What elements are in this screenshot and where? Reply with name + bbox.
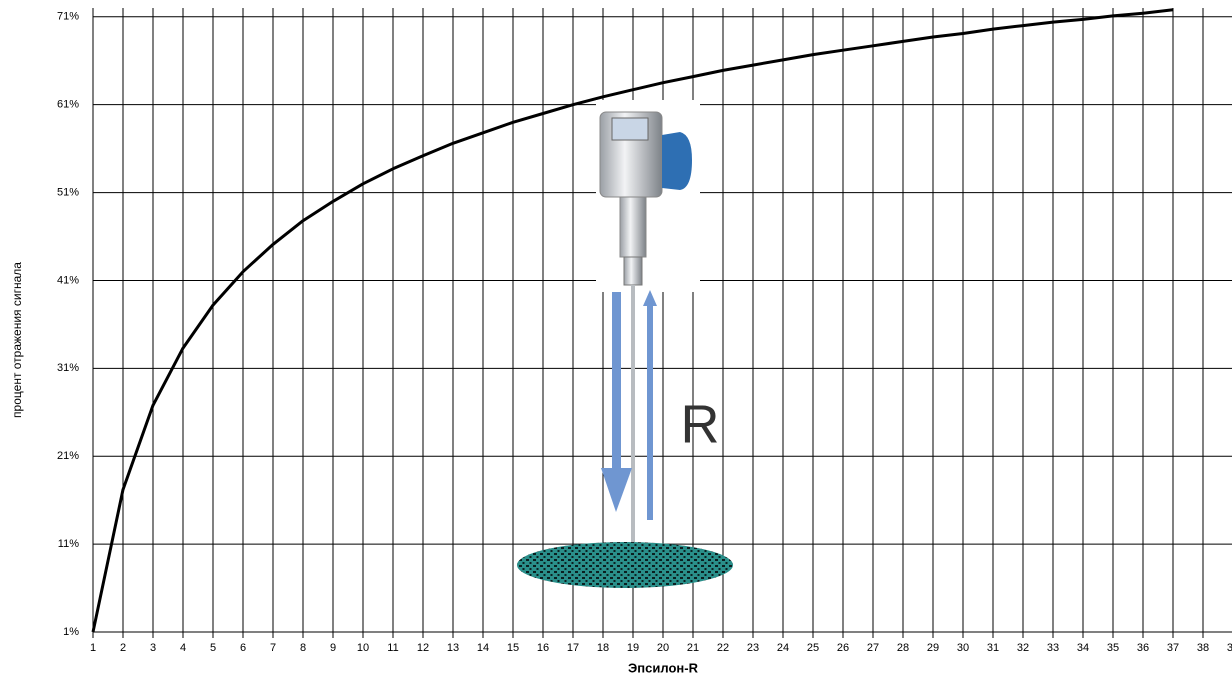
grid: 1%11%21%31%41%51%61%71%1 2 3 4 5 6 7 8 9 10 11 12 13… [57,8,1232,654]
sensor-thread [623,256,643,286]
sensor-display [611,117,649,141]
x-tick-label: 32 [1017,642,1029,654]
x-tick-label: 28 [897,642,909,654]
y-tick-label: 61% [57,99,79,111]
x-tick-label: 24 [777,642,789,654]
x-tick-label: 11 [387,642,398,654]
x-tick-label: 3 [150,642,156,654]
x-tick-label: 13 [447,642,459,654]
x-tick-label: 21 [687,642,699,654]
arrow-up-head [643,290,657,306]
x-tick-label: 14 [477,642,489,654]
x-tick-label: 2 [120,642,126,654]
sensor-cover [662,132,692,190]
x-tick-label: 5 [210,642,216,654]
x-tick-label: 4 [180,642,186,654]
x-tick-label: 23 [747,642,759,654]
y-tick-label: 41% [57,274,79,286]
x-tick-label: 19 [627,642,639,654]
y-tick-label: 51% [57,186,79,198]
x-tick-label: 31 [987,642,999,654]
x-tick-label: 25 [807,642,819,654]
x-tick-label: 9 [330,642,336,654]
data-line [91,8,1174,633]
x-tick-label: 35 [1107,642,1119,654]
x-tick-label: 12 [417,642,429,654]
x-tick-label: 34 [1077,642,1089,654]
x-tick-label: 36 [1137,642,1149,654]
x-tick-label: 27 [867,642,879,654]
y-tick-label: 11% [58,538,79,550]
x-tick-label: 26 [837,642,849,654]
x-tick-label: 10 [357,642,369,654]
plot [91,8,1174,633]
probe-rod [631,285,635,547]
x-tick-label: 7 [270,642,276,654]
x-tick-label: 33 [1047,642,1059,654]
arrow-up [647,305,653,520]
illustration: R [517,100,733,588]
arrow-down-head [601,468,632,512]
y-axis-title: процент отражения сигнала [10,262,24,418]
x-axis-title: Эпсилон-R [628,660,699,675]
y-tick-label: 71% [57,11,79,23]
x-tick-label: 29 [927,642,939,654]
y-tick-label: 21% [57,450,79,462]
x-tick-label: 18 [597,642,609,654]
x-tick-label: 37 [1167,642,1179,654]
x-tick-label: 6 [240,642,246,654]
x-tick-label: 16 [537,642,549,654]
sensor-neck [619,196,647,258]
x-tick-label: 15 [507,642,519,654]
x-tick-label: 38 [1197,642,1209,654]
x-tick-label: 17 [567,642,579,654]
medium [517,542,733,588]
x-tick-label: 22 [717,642,729,654]
y-tick-label: 1% [63,626,79,638]
x-tick-label: 20 [657,642,669,654]
arrow-down [612,292,621,472]
x-tick-label: 30 [957,642,969,654]
annotation: R [681,394,720,454]
y-tick-label: 31% [57,362,79,374]
x-tick-label: 8 [300,642,306,654]
x-tick-label: 1 [90,642,96,654]
x-tick-label: 39 [1227,642,1232,654]
